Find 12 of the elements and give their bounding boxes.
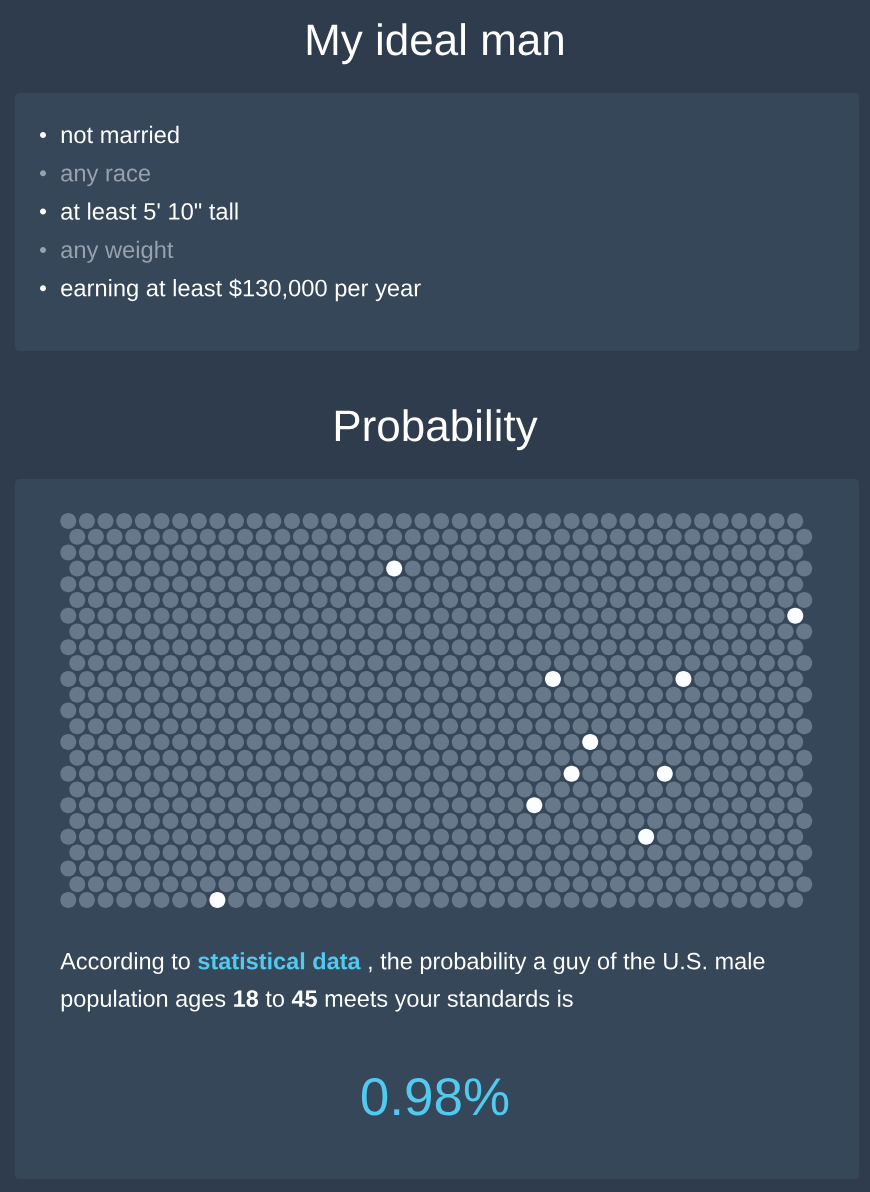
text: population ages 18 to 45 meets your standards is [61,989,573,1012]
text: , the probability a guy of the U.S. male [369,952,765,975]
text: statistical data [198,952,361,970]
category-label: earning at least $130,000 per year [61,278,421,302]
category-label: at least 5' 10" tall [61,202,238,220]
text: According to [60,952,190,975]
category-label: any weight [61,240,174,263]
text: Probability [335,409,538,451]
category-label: any race [61,168,151,187]
text: My ideal man [307,23,563,65]
data-label: 0.98% [361,1078,509,1116]
category-label: not married [61,125,179,144]
